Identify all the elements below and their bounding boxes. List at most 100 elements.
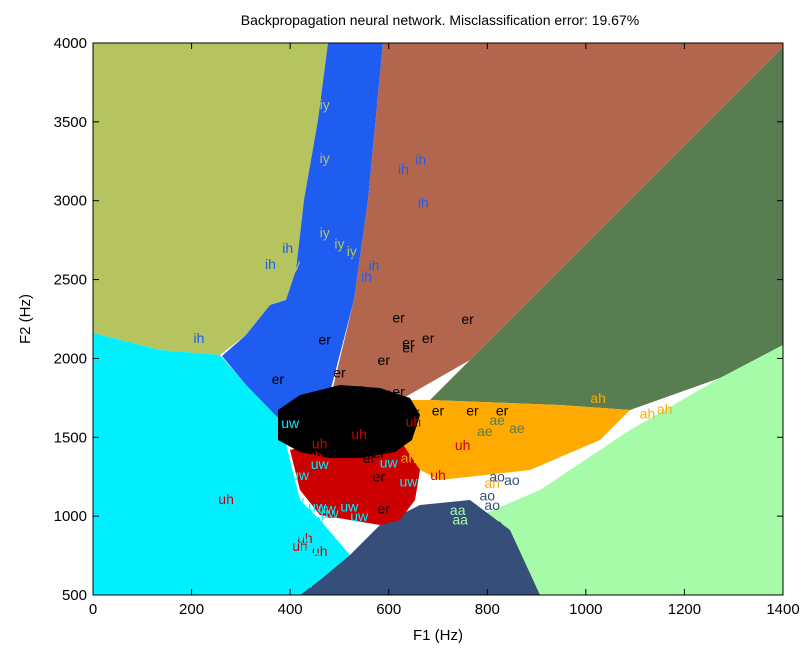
point-uw: uw	[279, 518, 298, 534]
point-uw: uw	[318, 500, 337, 516]
point-er: er	[318, 332, 331, 348]
x-axis-label: F1 (Hz)	[413, 627, 463, 644]
point-er: er	[407, 404, 420, 420]
x-tick-label: 1000	[569, 601, 602, 618]
point-er: er	[402, 335, 415, 351]
point-uw: uw	[399, 473, 418, 489]
y-axis-label: F2 (Hz)	[17, 294, 34, 344]
point-er: er	[284, 429, 297, 445]
point-ah: ah	[460, 440, 476, 456]
point-aa: aa	[450, 502, 466, 518]
y-tick-label: 1500	[54, 429, 87, 446]
point-ah: ah	[590, 390, 606, 406]
point-er: er	[363, 450, 376, 466]
point-iy: iy	[320, 150, 330, 166]
point-uh: uh	[327, 505, 343, 521]
region-red	[290, 440, 420, 525]
y-tick-label: 500	[62, 587, 87, 604]
point-uw: uw	[350, 508, 369, 524]
point-uh: uh	[386, 472, 402, 488]
point-ah: ah	[435, 420, 451, 436]
point-uw: uw	[311, 456, 330, 472]
region-black	[278, 385, 420, 458]
point-ao: ao	[504, 472, 520, 488]
x-tick-label: 1400	[766, 601, 799, 618]
y-tick-label: 4000	[54, 35, 87, 52]
point-ao: ao	[452, 507, 468, 523]
x-tick-label: 600	[376, 601, 401, 618]
point-er: er	[466, 402, 479, 418]
point-ih: ih	[415, 152, 426, 168]
point-uh: uh	[312, 436, 328, 452]
point-ao: ao	[455, 499, 471, 515]
point-ao: ao	[489, 469, 505, 485]
point-ao: ao	[484, 497, 500, 513]
point-uw: uw	[301, 540, 320, 556]
point-uh: uh	[322, 497, 338, 513]
point-uh: uh	[346, 461, 362, 477]
point-uh: uh	[307, 448, 323, 464]
point-uh: uh	[292, 538, 308, 554]
point-ah: ah	[640, 406, 656, 422]
point-uw: uw	[306, 518, 325, 534]
point-ao: ao	[487, 516, 503, 532]
region-brown	[330, 43, 783, 400]
point-uh: uh	[361, 467, 377, 483]
point-ao: ao	[435, 508, 451, 524]
y-tick-label: 2500	[54, 272, 87, 289]
point-ah: ah	[430, 464, 446, 480]
point-uw: uw	[308, 499, 327, 515]
point-er: er	[432, 402, 445, 418]
point-uw: uw	[380, 455, 399, 471]
point-er: er	[378, 500, 391, 516]
point-ah: ah	[479, 417, 495, 433]
point-uh: uh	[297, 530, 313, 546]
point-uh: uh	[406, 414, 422, 430]
point-uw: uw	[340, 499, 359, 515]
point-ao: ao	[479, 488, 495, 504]
point-ih: ih	[194, 330, 205, 346]
region-cyan	[93, 333, 350, 595]
point-ih: ih	[282, 240, 293, 256]
point-er: er	[496, 402, 509, 418]
point-er: er	[336, 384, 349, 400]
point-uw: uw	[321, 505, 340, 521]
point-uw: uw	[281, 503, 300, 519]
point-ih: ih	[361, 268, 372, 284]
point-uh: uh	[302, 467, 318, 483]
point-er: er	[333, 365, 346, 381]
point-er: er	[370, 391, 383, 407]
point-ao: ao	[465, 502, 481, 518]
point-ae: ae	[509, 420, 525, 436]
point-uw: uw	[296, 574, 315, 590]
point-uh: uh	[312, 543, 328, 559]
point-er: er	[402, 339, 415, 355]
point-uh: uh	[455, 437, 471, 453]
chart-title: Backpropagation neural network. Misclass…	[241, 12, 639, 28]
x-tick-label: 200	[179, 601, 204, 618]
point-uh: uh	[430, 467, 446, 483]
point-uw: uw	[291, 467, 310, 483]
point-iy: iy	[320, 224, 330, 240]
point-iy: iy	[320, 97, 330, 113]
point-er: er	[407, 414, 420, 430]
region-navy	[300, 500, 540, 595]
point-ih: ih	[265, 256, 276, 272]
point-uw: uw	[306, 511, 325, 527]
point-ih: ih	[418, 194, 429, 210]
point-iy: iy	[290, 256, 300, 272]
x-tick-label: 0	[89, 601, 97, 618]
point-uh: uh	[351, 426, 367, 442]
point-er: er	[392, 384, 405, 400]
point-aa: aa	[452, 511, 468, 527]
x-tick-label: 400	[278, 601, 303, 618]
point-er: er	[422, 330, 435, 346]
x-tick-label: 1200	[668, 601, 701, 618]
point-er: er	[387, 420, 400, 436]
point-ah: ah	[657, 401, 673, 417]
point-er: er	[373, 469, 386, 485]
region-lightgreen	[470, 345, 783, 595]
region-darkgreen	[430, 47, 783, 410]
y-tick-label: 2000	[54, 350, 87, 367]
